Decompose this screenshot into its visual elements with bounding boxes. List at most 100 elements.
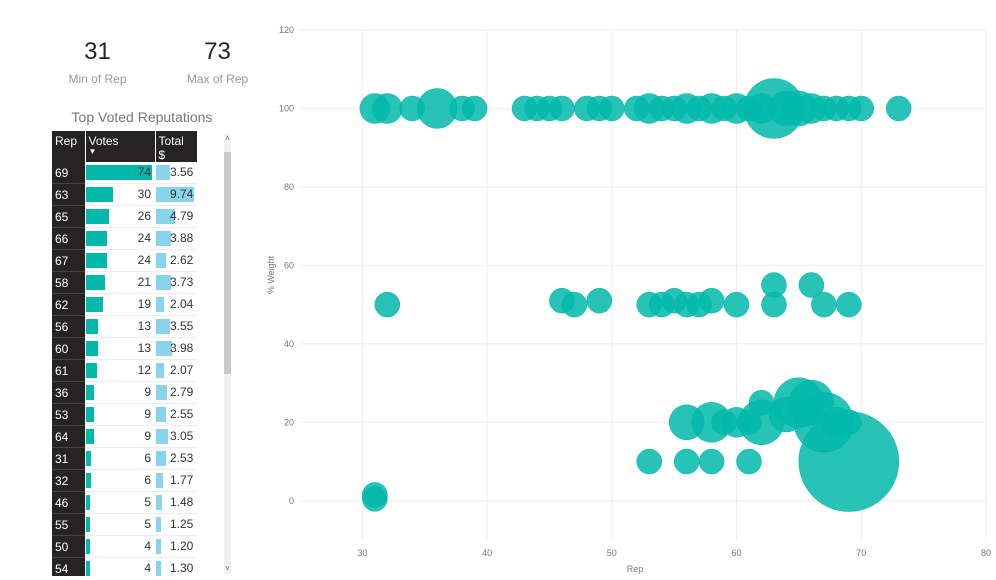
votes-cell: 13 <box>85 337 155 360</box>
votes-cell: 6 <box>85 447 155 470</box>
total-cell: 2.07 <box>155 359 197 382</box>
rep-cell: 46 <box>52 491 85 514</box>
total-cell: 1.20 <box>155 535 197 558</box>
total-cell: 2.62 <box>155 249 197 272</box>
bubble-point <box>836 291 862 318</box>
votes-cell: 9 <box>85 403 155 426</box>
votes-databar <box>86 517 91 532</box>
table-row[interactable]: 66 24 3.88 <box>52 227 197 250</box>
total-databar <box>156 385 167 400</box>
scroll-down-icon[interactable]: ˅ <box>225 564 230 573</box>
total-value: 2.55 <box>170 407 194 421</box>
rep-cell: 50 <box>52 535 85 558</box>
table-row[interactable]: 54 4 1.30 <box>52 557 197 576</box>
votes-value: 13 <box>137 319 151 333</box>
total-cell: 1.25 <box>155 513 197 536</box>
total-cell: 2.53 <box>155 447 197 470</box>
total-databar <box>156 363 165 378</box>
table-row[interactable]: 56 13 3.55 <box>52 315 197 338</box>
column-header-votes[interactable]: Votes ▼ <box>85 131 156 162</box>
votes-cell: 5 <box>85 491 155 514</box>
total-value: 2.07 <box>170 363 194 377</box>
total-databar <box>156 561 162 576</box>
table-row[interactable]: 36 9 2.79 <box>52 381 197 404</box>
column-header-total[interactable]: Total $ <box>155 131 198 162</box>
scrollbar-thumb[interactable] <box>224 152 231 374</box>
votes-databar <box>86 363 97 378</box>
bubble-point <box>549 95 575 122</box>
bubble-point <box>885 95 912 122</box>
votes-cell: 9 <box>85 381 155 404</box>
total-databar <box>156 209 175 224</box>
x-tick-label: 70 <box>856 548 866 558</box>
table-row[interactable]: 53 9 2.55 <box>52 403 197 426</box>
votes-databar <box>86 297 103 312</box>
table-row[interactable]: 32 6 1.77 <box>52 469 197 492</box>
rep-cell: 65 <box>52 205 85 228</box>
votes-cell: 13 <box>85 315 155 338</box>
table-row[interactable]: 67 24 2.62 <box>52 249 197 272</box>
total-value: 1.30 <box>170 561 194 575</box>
rep-cell: 53 <box>52 403 85 426</box>
scroll-up-icon[interactable]: ˄ <box>225 134 230 143</box>
table-row[interactable]: 60 13 3.98 <box>52 337 197 360</box>
table-row[interactable]: 65 26 4.79 <box>52 205 197 228</box>
total-databar <box>156 495 162 510</box>
rep-cell: 32 <box>52 469 85 492</box>
min-rep-value: 31 <box>84 38 111 65</box>
total-value: 3.05 <box>170 429 194 443</box>
total-value: 1.20 <box>170 539 194 553</box>
total-value: 2.79 <box>170 385 194 399</box>
rep-cell: 61 <box>52 359 85 382</box>
rep-cell: 62 <box>52 293 85 316</box>
min-rep-label: Min of Rep <box>68 72 127 86</box>
total-value: 3.55 <box>170 319 194 333</box>
table-row[interactable]: 31 6 2.53 <box>52 447 197 470</box>
bubble-point <box>636 448 662 475</box>
total-value: 9.74 <box>170 187 194 201</box>
votes-databar <box>86 209 110 224</box>
votes-cell: 30 <box>85 183 155 206</box>
rep-cell: 67 <box>52 249 85 272</box>
table-body: 69 74 3.56 63 30 9.74 65 26 4.79 66 24 3.88 67 24 2.62… <box>52 162 197 576</box>
reputation-table: Rep Votes ▼ Total $ 69 74 3.56 63 30 9.74 65 26… <box>52 131 200 576</box>
total-databar <box>156 517 161 532</box>
table-row[interactable]: 50 4 1.20 <box>52 535 197 558</box>
rep-cell: 60 <box>52 337 85 360</box>
bubble-point <box>698 287 725 314</box>
x-tick-label: 60 <box>732 548 742 558</box>
votes-cell: 6 <box>85 469 155 492</box>
votes-cell: 4 <box>85 535 155 558</box>
total-databar <box>156 253 167 268</box>
column-header-rep[interactable]: Rep <box>52 131 86 162</box>
y-tick-label: 60 <box>284 260 294 270</box>
table-row[interactable]: 69 74 3.56 <box>52 162 197 184</box>
votes-cell: 9 <box>85 425 155 448</box>
table-row[interactable]: 62 19 2.04 <box>52 293 197 316</box>
bubble-point <box>736 448 762 475</box>
votes-cell: 4 <box>85 557 155 576</box>
table-row[interactable]: 55 5 1.25 <box>52 513 197 536</box>
votes-value: 19 <box>137 297 151 311</box>
votes-databar <box>86 187 113 202</box>
votes-value: 12 <box>137 363 151 377</box>
total-cell: 2.04 <box>155 293 197 316</box>
table-row[interactable]: 58 21 3.73 <box>52 271 197 294</box>
total-databar <box>156 319 170 334</box>
votes-value: 6 <box>144 473 151 487</box>
table-row[interactable]: 61 12 2.07 <box>52 359 197 382</box>
total-value: 3.56 <box>170 165 194 179</box>
votes-value: 9 <box>144 429 151 443</box>
votes-cell: 74 <box>85 162 155 184</box>
votes-databar <box>86 275 105 290</box>
table-row[interactable]: 46 5 1.48 <box>52 491 197 514</box>
max-rep-label: Max of Rep <box>186 72 249 86</box>
votes-value: 26 <box>137 209 151 223</box>
table-row[interactable]: 64 9 3.05 <box>52 425 197 448</box>
votes-value: 5 <box>144 495 151 509</box>
total-cell: 2.55 <box>155 403 197 426</box>
total-value: 2.62 <box>170 253 194 267</box>
table-row[interactable]: 63 30 9.74 <box>52 183 197 206</box>
table-scrollbar[interactable]: ˄ ˅ <box>224 134 231 574</box>
rep-cell: 31 <box>52 447 85 470</box>
